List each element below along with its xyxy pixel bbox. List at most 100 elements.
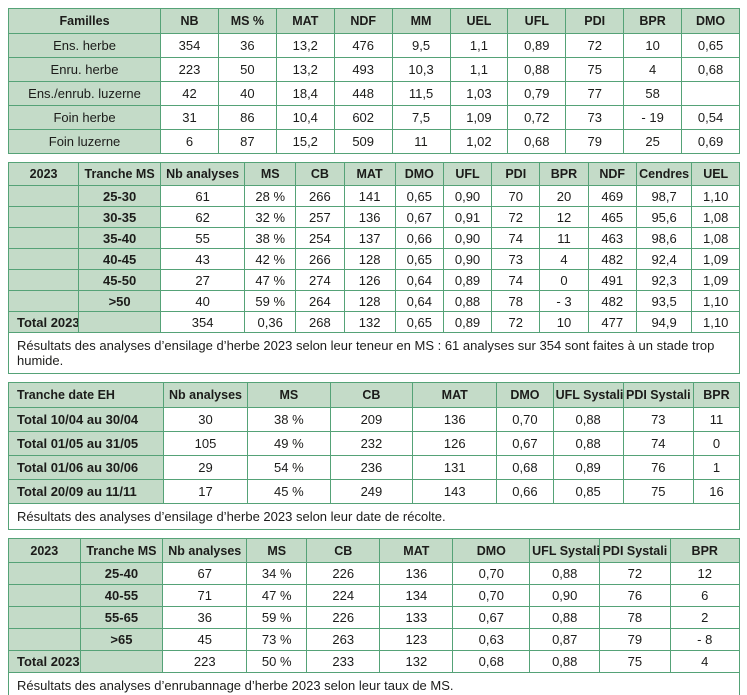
value-cell: 38 % [247, 407, 331, 432]
value-cell: 10,4 [275, 105, 335, 130]
value-cell: 0,90 [442, 248, 493, 270]
column-header: 2023 [8, 538, 81, 563]
value-cell: 143 [412, 479, 498, 504]
value-cell: 12 [539, 206, 589, 228]
column-header: 2023 [7, 162, 80, 186]
value-cell: 13,2 [275, 33, 335, 58]
value-cell [681, 81, 740, 106]
value-cell: 476 [333, 33, 393, 58]
table-row: 45-50 27 47 % 274 126 0,64 0,89 74 0 491 92,3 1,09 [7, 269, 740, 291]
value-cell: 0,88 [442, 290, 493, 312]
value-cell: 0,64 [394, 290, 444, 312]
row-label-cell: >50 [78, 290, 162, 312]
table-row: >50 40 59 % 264 128 0,64 0,88 78- 3 482 93,5 1,10 [7, 290, 740, 312]
value-cell: 43 [160, 248, 246, 270]
value-cell: 257 [295, 206, 345, 228]
row-label-cell: 40-55 [79, 584, 164, 607]
value-cell: 76 [622, 455, 694, 480]
table-row: Foin luzerne 6 87 15,2 509 11 1,02 0,68 79 25 0,69 [7, 129, 740, 154]
column-header: MS % [217, 8, 277, 34]
value-cell: 1,1 [449, 57, 509, 82]
value-cell: 62 [160, 206, 246, 228]
value-cell: 0,85 [552, 479, 624, 504]
value-cell: 72 [491, 311, 541, 333]
value-cell: 72 [491, 206, 541, 228]
value-cell: 0,89 [507, 33, 567, 58]
value-cell: 95,6 [635, 206, 693, 228]
column-header: PDI [565, 8, 625, 34]
value-cell: 0,65 [394, 311, 444, 333]
value-cell: 40 [217, 81, 277, 106]
column-header: MS [246, 538, 308, 563]
row-label-cell: Total 10/04 au 30/04 [8, 407, 164, 432]
value-cell: 0,68 [681, 57, 740, 82]
table-row: Total 01/06 au 30/06 29 54 % 236 131 0,68 0,89… [8, 455, 741, 480]
value-cell: 74 [491, 269, 541, 291]
value-cell: 4 [623, 57, 683, 82]
value-cell: 1,09 [691, 269, 740, 291]
value-cell: 2 [669, 606, 740, 629]
header-row: 2023 Tranche MS Nb analyses MS CB MAT DMO UFL PD… [7, 162, 740, 186]
column-header: UFL Systali [529, 538, 601, 563]
row-label-cell: Foin luzerne [7, 129, 162, 154]
value-cell: 45 [162, 628, 248, 651]
value-cell: 1,10 [691, 185, 740, 207]
value-cell: 73 % [246, 628, 308, 651]
column-header: BPR [539, 162, 589, 186]
value-cell: 223 [160, 57, 219, 82]
row-label-cell [79, 650, 164, 673]
column-header: Tranche date EH [8, 382, 164, 408]
value-cell: 27 [160, 269, 246, 291]
value-cell: 0,88 [529, 606, 601, 629]
row-label-cell: Total 01/05 au 31/05 [8, 431, 164, 456]
row-label-cell: >65 [79, 628, 164, 651]
value-cell: 0,68 [507, 129, 567, 154]
value-cell: 17 [162, 479, 249, 504]
value-cell: 0,88 [529, 562, 601, 585]
row-label-cell [7, 185, 80, 207]
value-cell: 126 [412, 431, 498, 456]
column-header: BPR [692, 382, 741, 408]
column-header: NDF [587, 162, 637, 186]
value-cell: 482 [587, 248, 637, 270]
column-header: NDF [333, 8, 393, 34]
value-cell: 136 [412, 407, 498, 432]
value-cell: 223 [162, 650, 248, 673]
value-cell: 0,66 [496, 479, 554, 504]
value-cell: 67 [162, 562, 248, 585]
row-label-cell: Ens. herbe [7, 33, 162, 58]
value-cell: 137 [343, 227, 396, 249]
value-cell: 42 % [244, 248, 297, 270]
value-cell: 9,5 [391, 33, 451, 58]
column-header: NB [160, 8, 219, 34]
value-cell: - 3 [539, 290, 589, 312]
value-cell: 0,68 [452, 650, 531, 673]
value-cell: 32 % [244, 206, 297, 228]
value-cell: 0,65 [394, 248, 444, 270]
column-header: MAT [275, 8, 335, 34]
value-cell: 266 [295, 185, 345, 207]
value-cell: 226 [306, 606, 381, 629]
value-cell: 4 [669, 650, 740, 673]
value-cell: 45 % [247, 479, 331, 504]
value-cell: 29 [162, 455, 249, 480]
value-cell: 86 [217, 105, 277, 130]
value-cell: 141 [343, 185, 396, 207]
value-cell: 59 % [244, 290, 297, 312]
value-cell: 59 % [246, 606, 308, 629]
familles-summary-table: Familles NB MS % MAT NDF MM UEL UFL PDI BPR DMO Ens… [7, 8, 740, 154]
table-row: >65 45 73 % 263 123 0,63 0,87 79- 8 [8, 628, 740, 651]
column-header: PDI Systali [622, 382, 694, 408]
value-cell: 94,9 [635, 311, 693, 333]
value-cell: 264 [295, 290, 345, 312]
value-cell: 0,89 [552, 455, 624, 480]
column-header: Nb analyses [162, 382, 249, 408]
value-cell: 0,36 [244, 311, 297, 333]
value-cell: 70 [491, 185, 541, 207]
value-cell: 0,89 [442, 311, 493, 333]
row-label-cell: Foin herbe [7, 105, 162, 130]
column-header: Familles [7, 8, 162, 34]
table-row: Ens./enrub. luzerne 42 40 18,4 448 11,5 1,03 0,… [7, 81, 740, 106]
value-cell: 0 [692, 431, 741, 456]
table-caption: Résultats des analyses d’enrubannage d’h… [8, 672, 740, 695]
